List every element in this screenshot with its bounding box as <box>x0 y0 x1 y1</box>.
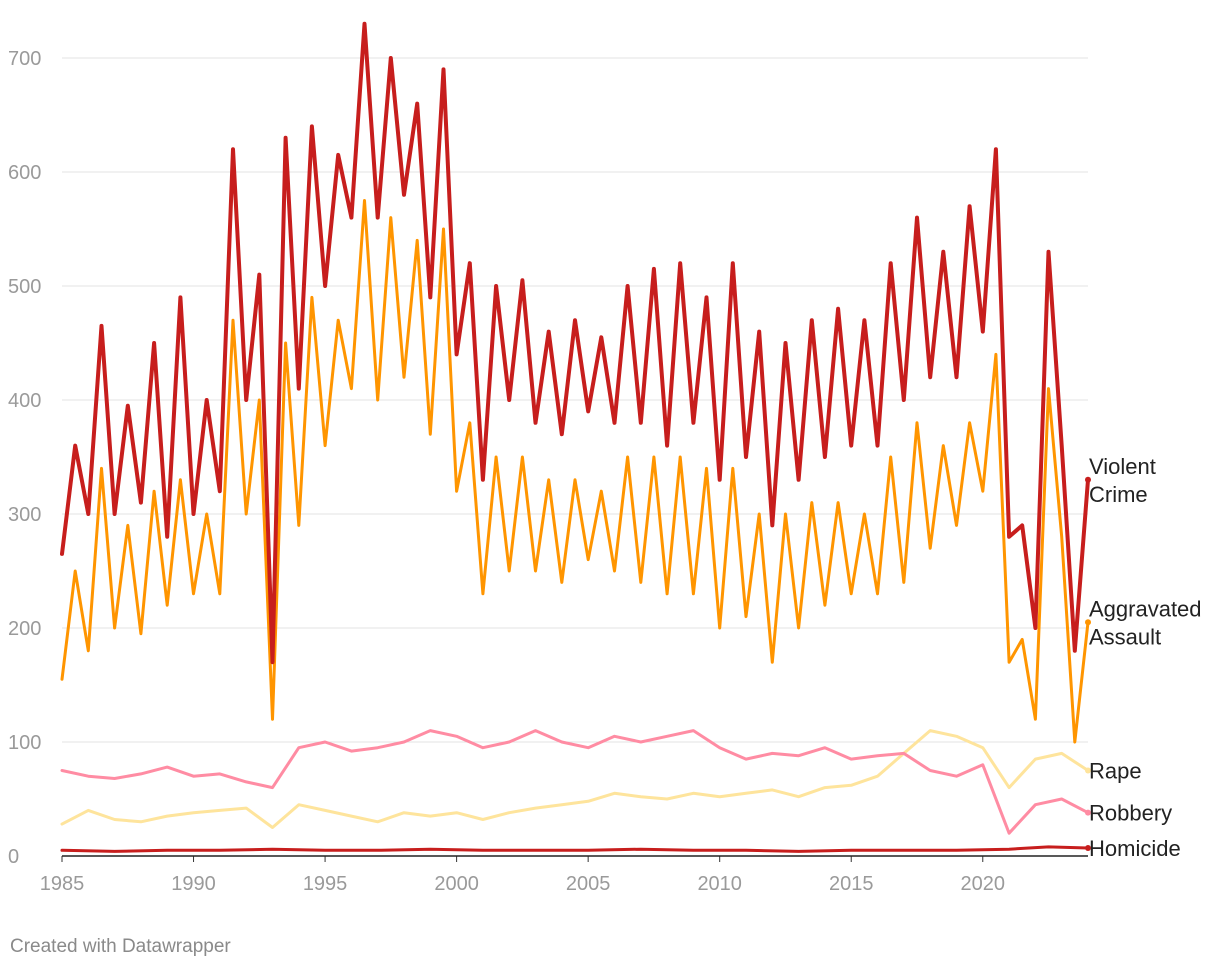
y-tick-label: 400 <box>8 390 41 412</box>
series-line-homicide <box>60 845 1090 853</box>
series-labels: Rape Robbery Aggravated Assault Violent Crime… <box>1089 454 1202 861</box>
y-tick-label: 600 <box>8 162 41 184</box>
series-end-point-aggravated-assault <box>1085 619 1091 626</box>
x-tick-label: 1990 <box>171 873 216 895</box>
series-label-aggravated-assault: Aggravated <box>1089 596 1202 621</box>
series-line-aggravated-assault <box>60 199 1090 744</box>
series-label-violent-crime: Crime <box>1089 482 1148 507</box>
y-tick-label: 0 <box>8 846 19 868</box>
x-tick-label: 1995 <box>303 873 348 895</box>
series-label-rape: Rape <box>1089 759 1142 784</box>
y-axis-tick-labels: 0 100 200 300 400 500 600 700 <box>8 48 41 868</box>
y-tick-label: 700 <box>8 48 41 70</box>
series-label-aggravated-assault: Assault <box>1089 624 1161 649</box>
x-tick-label: 2005 <box>566 873 611 895</box>
gridlines <box>62 57 1088 743</box>
series-line-violent-crime <box>60 21 1090 665</box>
series-line-robbery <box>60 729 1090 835</box>
series-label-robbery: Robbery <box>1089 801 1172 826</box>
series-end-point-homicide <box>1085 845 1091 852</box>
x-tick-label: 2020 <box>961 873 1006 895</box>
y-tick-label: 500 <box>8 276 41 298</box>
x-axis-tick-labels: 1985 1990 1995 2000 2005 2010 2015 2020 <box>40 856 1005 895</box>
series-label-violent-crime: Violent <box>1089 454 1156 479</box>
y-tick-label: 300 <box>8 504 41 526</box>
x-tick-label: 2000 <box>434 873 479 895</box>
series-end-point-robbery <box>1085 809 1091 816</box>
x-tick-label: 2010 <box>697 873 742 895</box>
x-tick-label: 2015 <box>829 873 874 895</box>
series-end-point-rape <box>1085 767 1091 774</box>
series-label-homicide: Homicide <box>1089 836 1181 861</box>
y-tick-label: 100 <box>8 732 41 754</box>
series-line-rape <box>60 729 1090 829</box>
x-tick-label: 1985 <box>40 873 85 895</box>
y-tick-label: 200 <box>8 618 41 640</box>
series-end-point-violent-crime <box>1085 476 1091 483</box>
credit-text: Created with Datawrapper <box>10 936 231 957</box>
series-lines <box>60 21 1091 853</box>
